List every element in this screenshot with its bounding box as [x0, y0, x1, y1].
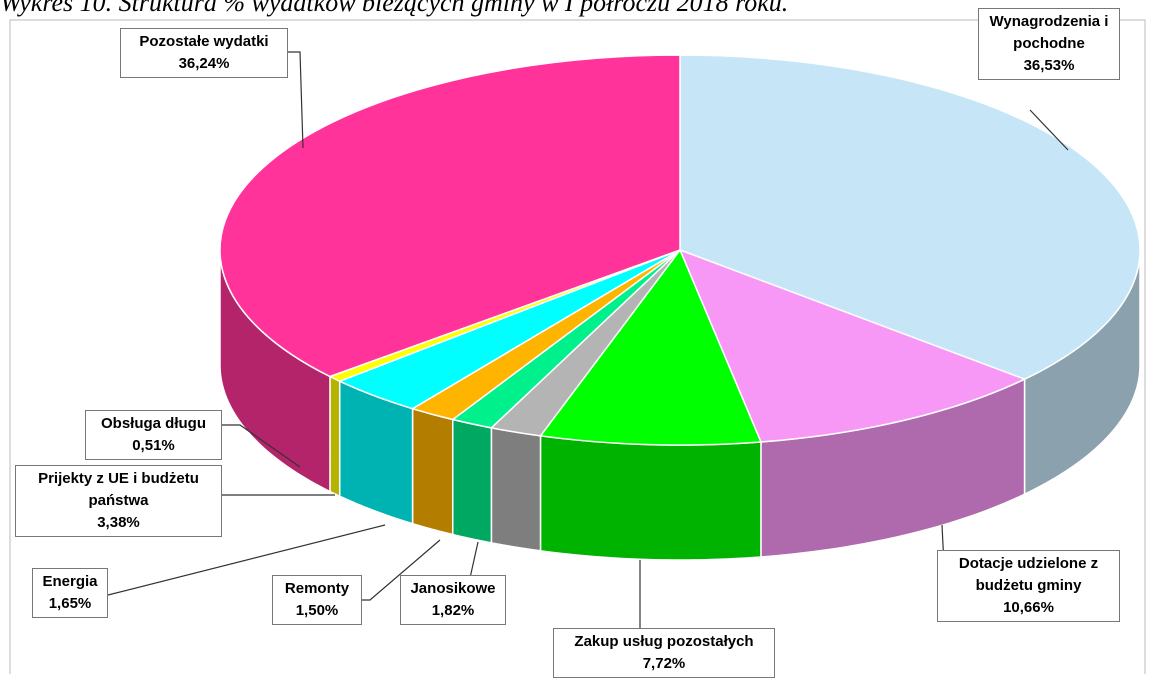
- label-name: Remonty: [284, 580, 350, 597]
- data-label: Wynagrodzenia i pochodne 36,53%: [978, 8, 1120, 80]
- slice: [679, 54, 1141, 381]
- label-name: Zakup usług pozostałych: [574, 633, 754, 650]
- sides: [219, 249, 1141, 561]
- slice: [539, 248, 763, 446]
- label-value: 3,38%: [97, 514, 140, 531]
- data-label: Pozostałe wydatki 36,24%: [120, 28, 288, 78]
- data-label: Remonty 1,50%: [272, 575, 362, 625]
- plot-frame: [9, 19, 1146, 674]
- label-value: 7,72%: [642, 655, 686, 672]
- label-value: 1,50%: [295, 602, 339, 619]
- leader-line: [222, 424, 301, 468]
- chart-title: Wykres 10. Struktura % wydatków bieżącyc…: [0, 0, 789, 17]
- slice: [219, 54, 681, 378]
- slice-side: [411, 407, 454, 536]
- data-label: Zakup usług pozostałych 7,72%: [553, 628, 775, 678]
- label-value: 1,82%: [431, 602, 475, 619]
- label-value: 1,65%: [48, 595, 92, 612]
- slice: [678, 248, 1027, 443]
- data-label: Janosikowe 1,82%: [400, 575, 506, 625]
- slice-side: [451, 418, 493, 544]
- label-value: 10,66%: [1003, 599, 1054, 616]
- label-name: Prijekty z UE i budżetu państwa: [38, 470, 199, 509]
- label-value: 36,24%: [178, 55, 230, 72]
- leader-line: [288, 51, 304, 149]
- leader-line: [362, 539, 441, 601]
- tops: [219, 54, 1141, 446]
- label-name: Obsługa długu: [101, 415, 206, 432]
- label-name: Wynagrodzenia i pochodne: [989, 13, 1109, 52]
- label-name: Energia: [42, 573, 98, 590]
- leader-line: [1029, 109, 1069, 151]
- leader-line: [107, 524, 386, 596]
- leaders: [107, 51, 1069, 630]
- data-label: Dotacje udzielone z budżetu gminy 10,66%: [937, 550, 1120, 622]
- label-name: Janosikowe: [410, 580, 496, 597]
- label-name: Pozostałe wydatki: [139, 33, 269, 50]
- data-label: Prijekty z UE i budżetu państwa 3,38%: [15, 465, 222, 537]
- data-label: Energia 1,65%: [32, 568, 108, 618]
- label-value: 0,51%: [132, 437, 175, 454]
- slice-side: [329, 375, 341, 498]
- data-label: Obsługa długu 0,51%: [85, 410, 222, 460]
- slice-side: [539, 434, 762, 561]
- label-value: 36,53%: [1023, 57, 1075, 74]
- slice-side: [490, 426, 542, 552]
- leader-line: [469, 541, 479, 579]
- label-name: Dotacje udzielone z budżetu gminy: [958, 555, 1099, 594]
